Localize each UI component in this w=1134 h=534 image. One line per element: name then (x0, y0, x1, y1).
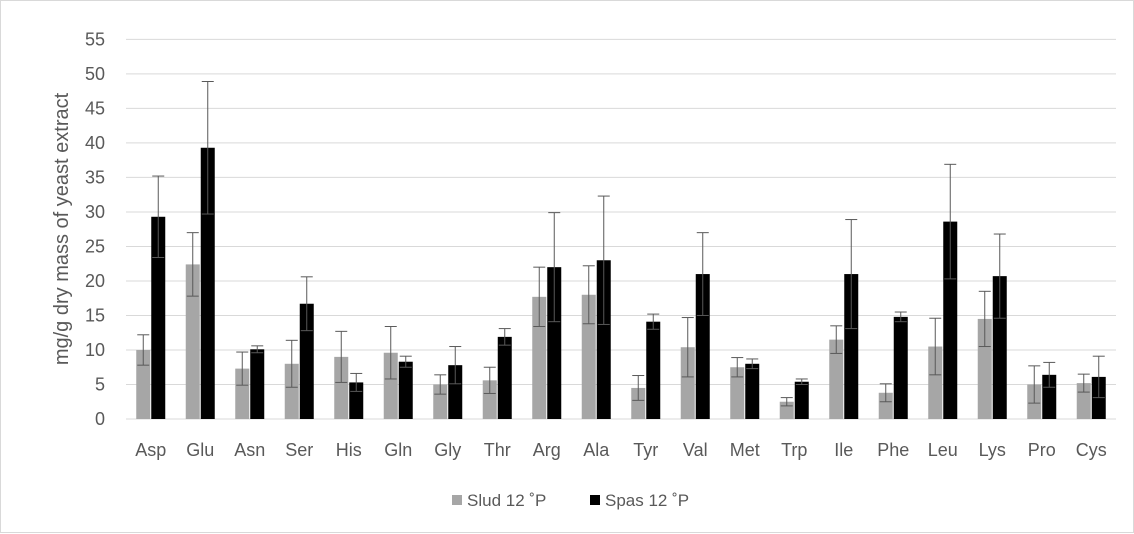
y-tick-label: 25 (85, 236, 105, 256)
y-tick-label: 50 (85, 64, 105, 84)
x-tick-label: Phe (877, 440, 909, 460)
bar-spas (943, 221, 958, 419)
bar-slud (730, 367, 745, 419)
bar-slud (284, 363, 299, 419)
bar-spas (151, 216, 166, 419)
x-axis-ticks: Asp Glu Asn Ser His Gln Gly Thr Arg Ala Tyr Val Met T… (135, 440, 1107, 460)
x-tick-label: Asn (234, 440, 265, 460)
y-tick-label: 30 (85, 202, 105, 222)
x-tick-label: Pro (1028, 440, 1056, 460)
bar-spas (448, 365, 463, 419)
bars (136, 147, 1106, 419)
bar-spas (596, 260, 611, 419)
bar-spas (893, 316, 908, 419)
x-tick-label: Val (683, 440, 708, 460)
x-tick-label: Ile (834, 440, 853, 460)
bar-spas (646, 321, 661, 419)
bar-slud (977, 318, 992, 419)
y-tick-label: 15 (85, 305, 105, 325)
bar-slud (482, 380, 497, 419)
gridlines (126, 38, 1116, 385)
bar-spas (1042, 374, 1057, 419)
x-tick-label: Tyr (633, 440, 658, 460)
bar-slud (829, 339, 844, 419)
x-tick-label: Met (730, 440, 760, 460)
y-tick-label: 55 (85, 29, 105, 49)
legend-label-spas: Spas 12 ˚P (605, 491, 689, 510)
bar-slud (532, 296, 547, 419)
bar-spas (398, 361, 413, 419)
y-tick-label: 40 (85, 133, 105, 153)
x-tick-label: Lys (979, 440, 1006, 460)
bar-slud (680, 347, 695, 419)
x-tick-label: Leu (928, 440, 958, 460)
legend-label-slud: Slud 12 ˚P (467, 491, 546, 510)
bar-spas (695, 274, 710, 419)
x-tick-label: His (336, 440, 362, 460)
bar-spas (794, 381, 809, 419)
error-bars (137, 81, 1105, 407)
bar-slud (235, 368, 250, 419)
bar-slud (433, 384, 448, 419)
x-tick-label: Glu (186, 440, 214, 460)
bar-spas (299, 303, 314, 419)
bar-slud (581, 294, 596, 419)
x-tick-label: Ser (285, 440, 313, 460)
bar-slud (631, 387, 646, 419)
y-tick-label: 20 (85, 271, 105, 291)
bar-slud (878, 392, 893, 419)
bar-slud (334, 356, 349, 419)
y-axis-ticks: 0 5 10 15 20 25 30 35 40 45 50 55 (85, 29, 105, 429)
legend-swatch-slud (452, 495, 462, 505)
y-axis-label: mg/g dry mass of yeast extract (51, 92, 73, 365)
y-tick-label: 35 (85, 167, 105, 187)
x-tick-label: Gly (434, 440, 461, 460)
bar-spas (497, 336, 512, 419)
bar-spas (250, 349, 265, 419)
bar-slud (928, 346, 943, 419)
x-tick-label: Asp (135, 440, 166, 460)
bar-slud (383, 352, 398, 419)
x-tick-label: Trp (781, 440, 807, 460)
y-tick-label: 0 (95, 409, 105, 429)
x-tick-label: Ala (583, 440, 610, 460)
x-tick-label: Arg (533, 440, 561, 460)
bar-spas (992, 276, 1007, 419)
x-tick-label: Thr (484, 440, 511, 460)
bar-spas (200, 147, 215, 419)
y-tick-label: 10 (85, 340, 105, 360)
bar-spas (844, 274, 859, 419)
x-tick-label: Cys (1076, 440, 1107, 460)
legend-swatch-spas (590, 495, 600, 505)
bar-slud (185, 264, 200, 419)
y-tick-label: 5 (95, 374, 105, 394)
x-tick-label: Gln (384, 440, 412, 460)
bar-slud (136, 349, 151, 419)
bar-spas (547, 267, 562, 419)
legend: Slud 12 ˚P Spas 12 ˚P (452, 491, 689, 510)
y-tick-label: 45 (85, 98, 105, 118)
bar-spas (745, 363, 760, 419)
